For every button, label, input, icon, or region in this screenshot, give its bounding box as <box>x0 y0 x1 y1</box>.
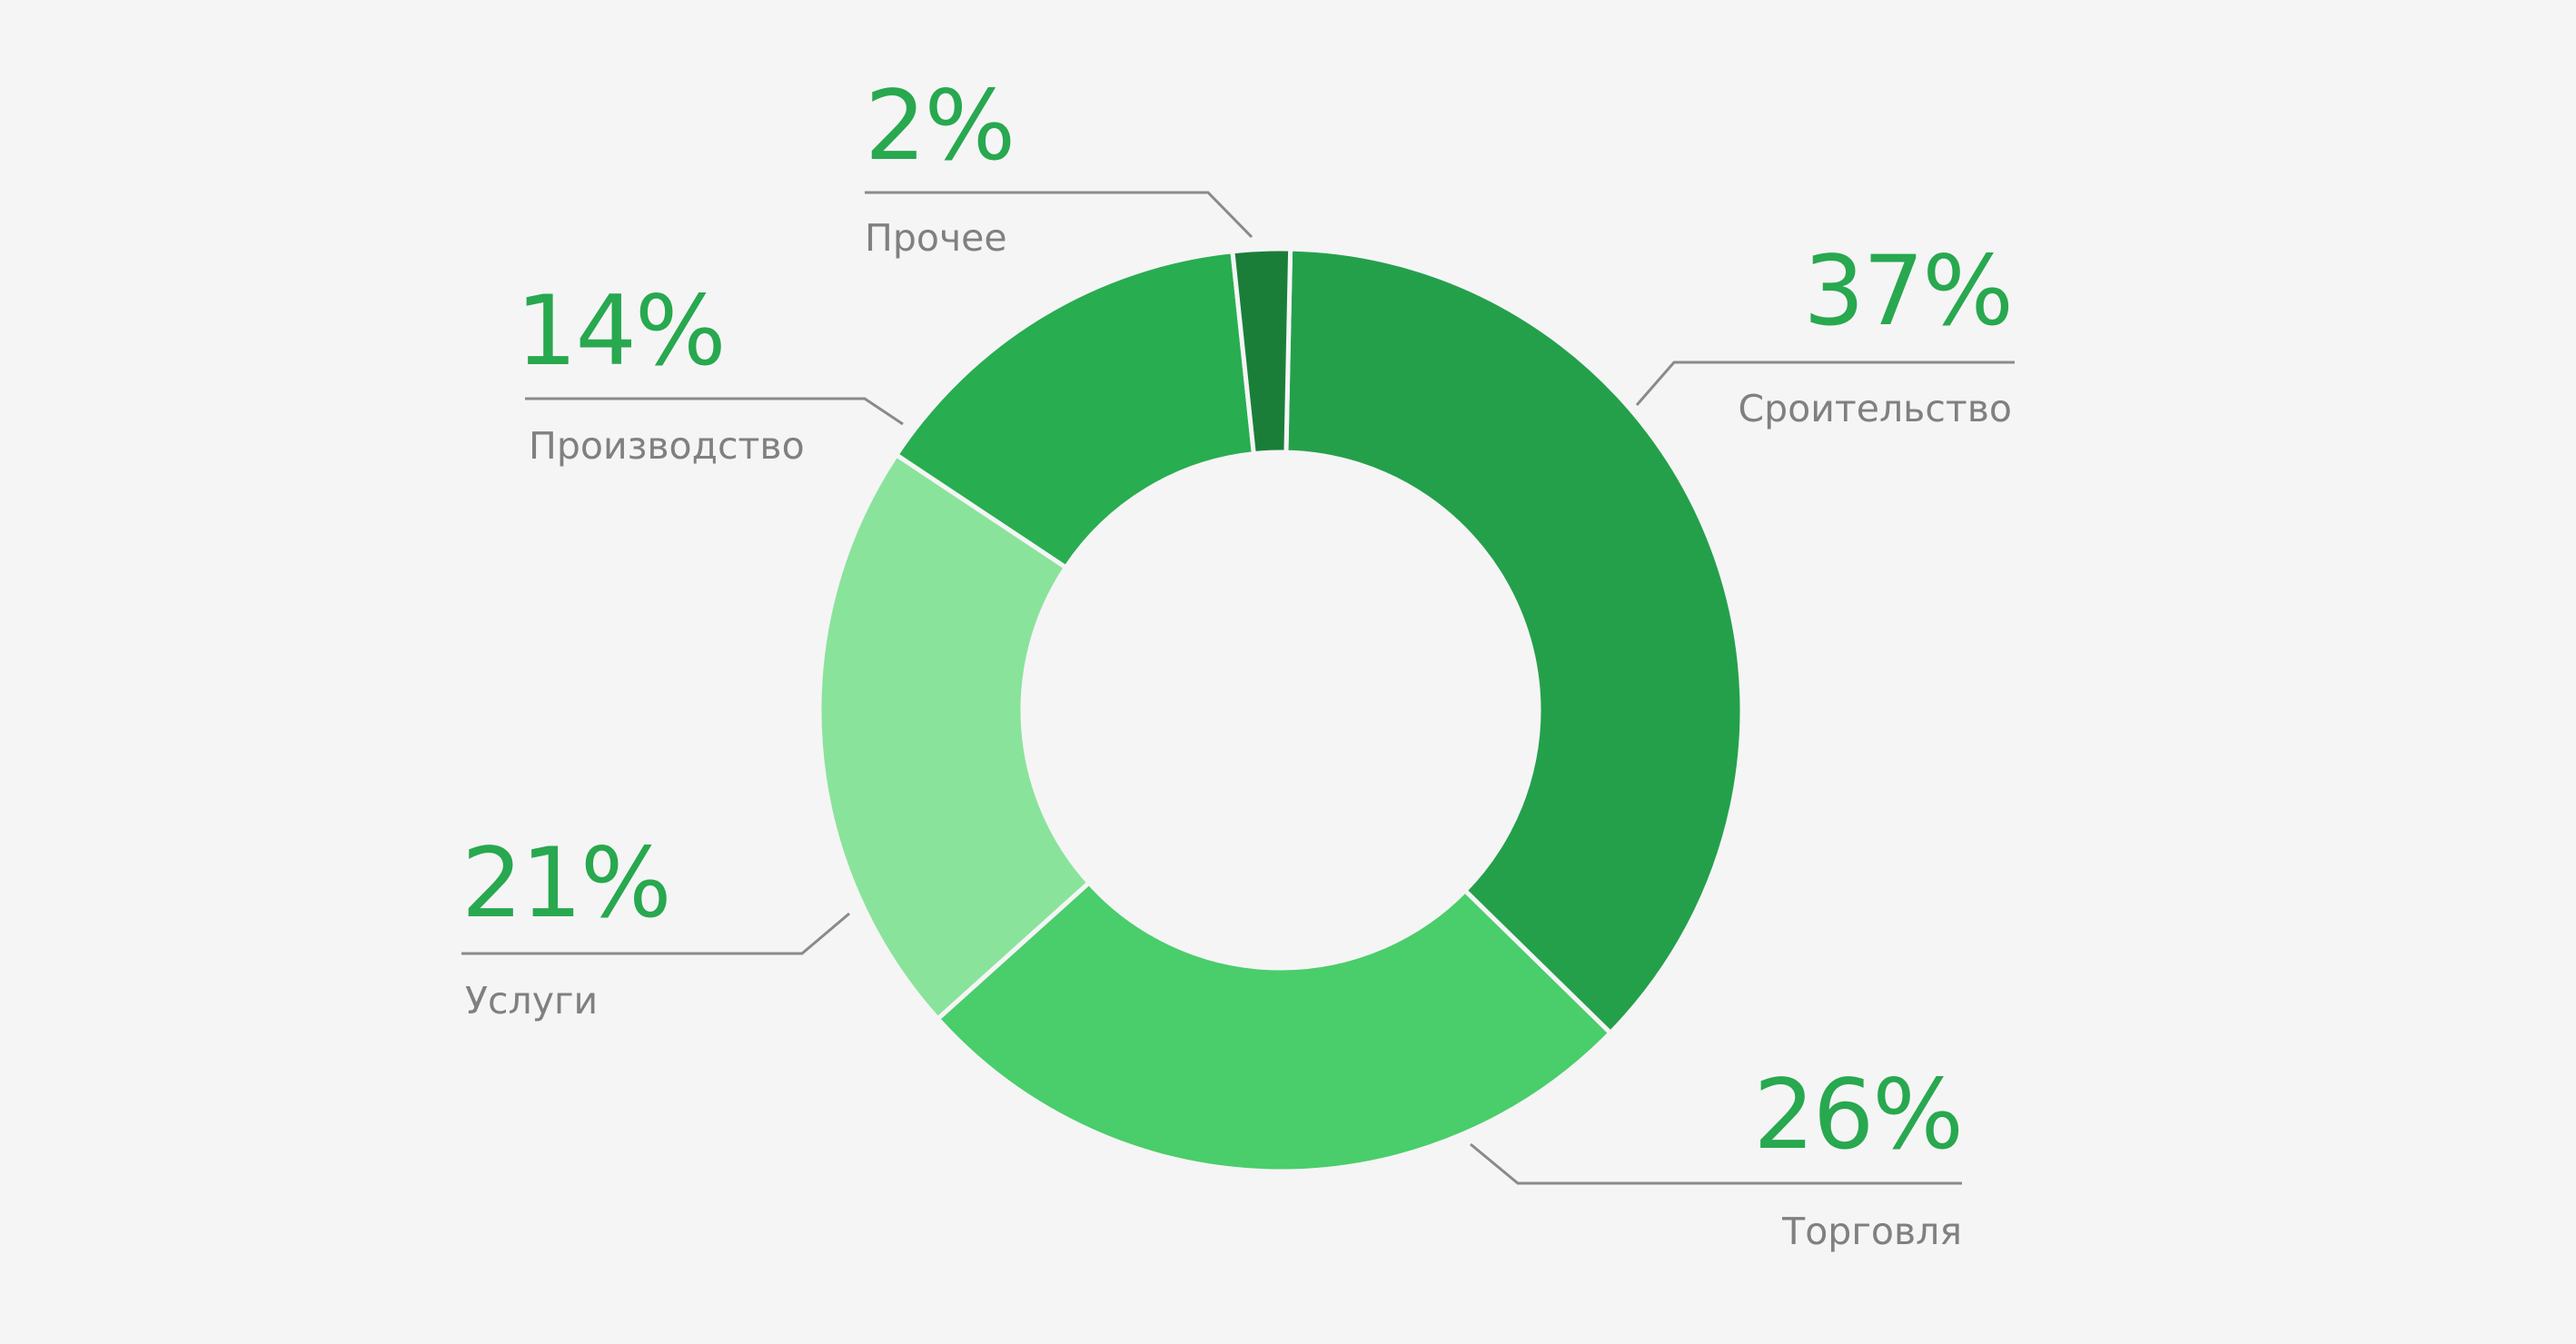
category-label-3: Производство <box>529 424 805 468</box>
percent-label-0: 37% <box>1803 235 2012 347</box>
slice-0 <box>1283 246 1745 1036</box>
leader-line-3 <box>525 397 904 426</box>
slice-1 <box>934 879 1614 1174</box>
percent-label-2: 21% <box>461 827 670 939</box>
slice-labels: 37% Сроительство 26% Торговля 21% Услуги 14% Пр… <box>461 70 2015 1253</box>
slice-2 <box>817 451 1093 1023</box>
slice-3 <box>893 249 1257 571</box>
category-label-2: Услуги <box>465 979 598 1023</box>
percent-label-3: 14% <box>516 275 725 387</box>
leader-line-4 <box>865 191 1253 239</box>
leader-line-0 <box>1635 361 2015 406</box>
category-label-1: Торговля <box>1781 1210 1962 1253</box>
category-label-0: Сроительство <box>1738 387 2012 430</box>
leader-line-2 <box>461 912 850 955</box>
percent-label-1: 26% <box>1753 1059 1962 1171</box>
donut-slices <box>817 246 1745 1174</box>
leader-line-1 <box>1470 1142 1962 1185</box>
slice-4 <box>1230 246 1293 457</box>
percent-label-4: 2% <box>865 70 1014 182</box>
category-label-4: Прочее <box>865 216 1007 260</box>
